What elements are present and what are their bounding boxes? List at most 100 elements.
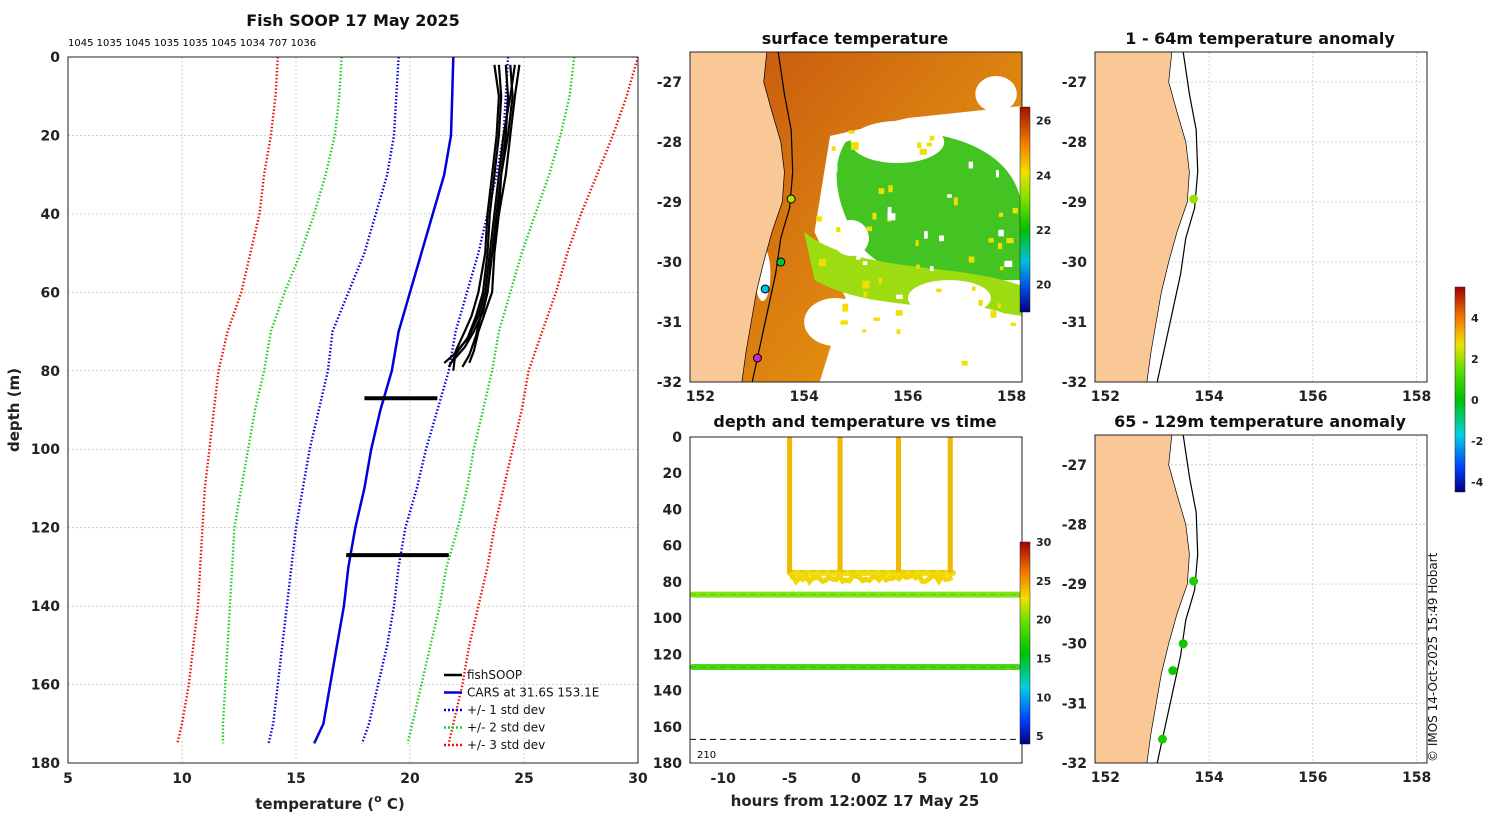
ytick-label: -27 — [1062, 458, 1087, 474]
sst-pixel — [873, 317, 880, 321]
sst-cloud-gap — [975, 76, 1017, 112]
xtick-label: 25 — [514, 771, 533, 787]
ytick-label: -29 — [1062, 195, 1087, 211]
ytick-label: -31 — [1062, 315, 1087, 331]
ytick-label: 120 — [31, 521, 60, 537]
sst-pixel — [908, 307, 913, 315]
fishsoop-profile — [461, 64, 510, 368]
xtick-label: 0 — [851, 771, 861, 787]
ytick-label: -32 — [1062, 375, 1087, 391]
anomaly-point — [1189, 576, 1199, 586]
sst-pixel — [866, 226, 873, 232]
sst-pixel — [998, 229, 1004, 237]
sst-pixel — [917, 142, 922, 148]
ytick-label: -31 — [657, 315, 682, 331]
sst-pixel — [916, 264, 920, 269]
sst-pixel — [856, 256, 861, 260]
sst-pixel — [888, 185, 893, 193]
sst-cloud-gap — [832, 220, 869, 256]
sst-ticks: 152 154 156 158 -27 -28 -29 -30 -31 -32 — [657, 75, 1027, 405]
sst-pixel — [848, 130, 855, 134]
sst-pixel — [997, 303, 1001, 309]
sst-pixel — [919, 148, 927, 155]
legend-label: +/- 2 std dev — [467, 721, 545, 735]
xtick-label: 156 — [1298, 389, 1327, 405]
ytick-label: 140 — [653, 684, 682, 700]
ytick-label: 100 — [653, 611, 682, 627]
profile-grid — [67, 56, 639, 764]
ytick-label: -32 — [657, 375, 682, 391]
profile-title: Fish SOOP 17 May 2025 — [246, 11, 460, 30]
series-line — [447, 57, 638, 744]
sst-pixel — [840, 320, 848, 325]
colorbar-tick-label: 15 — [1036, 653, 1051, 666]
xtick-label: 158 — [1402, 770, 1431, 786]
cast-bottom-track — [789, 569, 954, 586]
sst-pixel — [915, 240, 919, 247]
sst-pixel — [895, 310, 903, 316]
depth-time-panel: depth and temperature vs time -10 -5 0 5 100… — [653, 412, 1052, 810]
ytick-label: -28 — [1062, 135, 1087, 151]
sst-pixel — [947, 194, 952, 198]
sst-pixel — [887, 213, 896, 221]
xtick-label: 5 — [918, 771, 928, 787]
ytick-label: -28 — [1062, 517, 1087, 533]
anomaly-point — [1178, 639, 1188, 649]
sst-pixel — [926, 142, 932, 147]
sst-isobath — [751, 52, 794, 382]
anomaly-deep-ticks: 152 154 156 158 -27 -28 -29 -30 -31 -32 — [1062, 458, 1432, 786]
series-line — [176, 57, 279, 744]
xtick-label: 158 — [1402, 389, 1431, 405]
sst-pixel — [918, 347, 925, 353]
anomaly-shallow-panel: 1 - 64m temperature anomaly 152 154 156 158… — [1062, 29, 1432, 405]
sst-pixel — [968, 161, 974, 169]
colorbar-tick-label: 26 — [1036, 115, 1052, 128]
profile-legend: fishSOOP CARS at 31.6S 153.1E +/- 1 std de… — [444, 668, 599, 752]
colorbar-tick-label: 24 — [1036, 169, 1052, 182]
anomaly-shallow-axes-box — [1094, 51, 1428, 383]
xtick-label: 5 — [63, 771, 73, 787]
ytick-label: 140 — [31, 599, 60, 615]
sst-pixel — [1000, 266, 1004, 271]
sst-title: surface temperature — [762, 29, 949, 48]
xtick-label: -10 — [711, 771, 737, 787]
fishsoop-profile — [443, 64, 503, 364]
sst-pixel — [929, 135, 935, 141]
sst-pixel — [896, 294, 903, 299]
ytick-label: -30 — [657, 255, 683, 271]
ytick-label: -27 — [657, 75, 682, 91]
series-line — [221, 57, 343, 744]
ytick-label: -29 — [1062, 577, 1087, 593]
ytick-label: 40 — [41, 207, 61, 223]
sst-pixel — [988, 238, 994, 243]
sst-pixel — [836, 227, 841, 233]
sst-pixel — [851, 142, 859, 150]
xtick-label: -5 — [782, 771, 798, 787]
sst-pixel — [929, 266, 934, 272]
legend-label: +/- 3 std dev — [467, 738, 545, 752]
depth-time-title: depth and temperature vs time — [713, 412, 996, 431]
sst-pixel — [842, 303, 849, 312]
sst-pixel — [997, 242, 1003, 249]
ytick-label: 80 — [41, 364, 61, 380]
sst-cloud-gap — [850, 331, 924, 373]
depth-time-colorbar-ticks: 5 10 15 20 25 30 — [1036, 536, 1052, 743]
sst-pixel — [862, 307, 868, 316]
sst-warm-region — [741, 52, 1022, 382]
colorbar-tick-label: 22 — [1036, 224, 1051, 237]
sst-station-marker — [786, 194, 796, 204]
ytick-label: -31 — [1062, 696, 1087, 712]
colorbar-tick-label: 10 — [1036, 691, 1052, 704]
sst-pixel — [896, 329, 901, 334]
anomaly-shallow-land — [1095, 52, 1190, 382]
colorbar-tick-label: -2 — [1471, 435, 1483, 448]
sst-pixel — [862, 329, 867, 333]
sst-station-marker — [752, 353, 762, 363]
xtick-label: 154 — [790, 389, 819, 405]
ytick-label: 60 — [41, 285, 61, 301]
ytick-label: 60 — [663, 539, 683, 555]
anomaly-shallow-points — [1189, 194, 1199, 204]
xtick-label: 15 — [286, 771, 305, 787]
ytick-label: 40 — [663, 502, 683, 518]
